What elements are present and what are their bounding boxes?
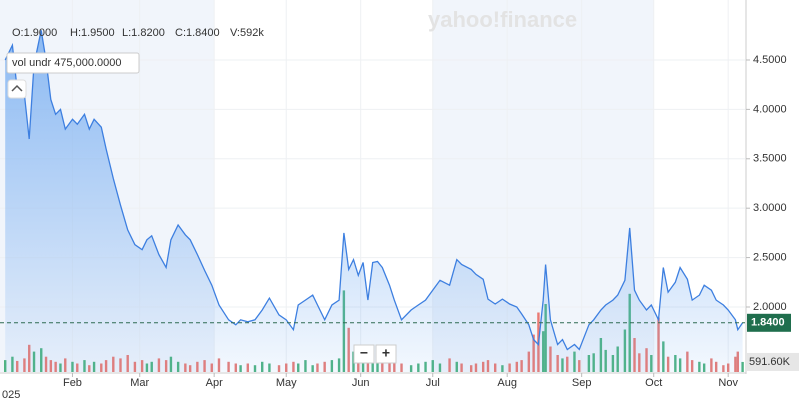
ohlc-value: L:1.8200 xyxy=(122,27,165,39)
y-tick-label: 3.0000 xyxy=(753,202,787,214)
zoom-in-label[interactable]: + xyxy=(382,345,390,361)
indicator-label[interactable]: vol undr 475,000.0000 xyxy=(12,57,121,69)
y-tick-label: 2.5000 xyxy=(753,251,787,263)
ohlc-value: H:1.9500 xyxy=(70,27,115,39)
indicator-box[interactable] xyxy=(6,52,140,74)
collapse-button[interactable] xyxy=(7,79,27,99)
ohlc-value: C:1.8400 xyxy=(175,27,220,39)
y-tick-label: 3.5000 xyxy=(753,153,787,165)
zoom-out[interactable] xyxy=(353,344,375,364)
collapse-icon xyxy=(11,84,23,92)
ohlc-value: V:592k xyxy=(230,27,264,39)
zoom-out-label[interactable]: − xyxy=(360,345,368,361)
y-tick-label: 2.0000 xyxy=(753,301,787,313)
y-tick-label: 4.0000 xyxy=(753,103,787,115)
x-tick-label: Nov xyxy=(718,377,738,389)
zoom-in[interactable] xyxy=(375,344,397,364)
watermark: yahoo!finance xyxy=(428,7,577,32)
x-tick-label: Jul xyxy=(426,377,440,389)
x-tick-label: Oct xyxy=(645,377,662,389)
price-marker-label: 1.8400 xyxy=(751,317,785,329)
price-area xyxy=(5,30,743,373)
x-tick-label: Jun xyxy=(352,377,370,389)
ohlc-value: O:1.9000 xyxy=(12,27,57,39)
x-tick-label: May xyxy=(276,377,297,389)
x-tick-label: Feb xyxy=(63,377,82,389)
price-marker-box xyxy=(747,313,791,332)
y-tick-label: 4.5000 xyxy=(753,54,787,66)
volume-marker-label: 591.60K xyxy=(749,356,791,368)
x-tick-label: Aug xyxy=(497,377,517,389)
price-line xyxy=(4,30,744,351)
year-label: 025 xyxy=(2,389,20,401)
x-tick-label: Sep xyxy=(572,377,592,389)
x-tick-label: Mar xyxy=(130,377,149,389)
volume-marker-box xyxy=(747,352,799,371)
x-tick-label: Apr xyxy=(206,377,223,389)
